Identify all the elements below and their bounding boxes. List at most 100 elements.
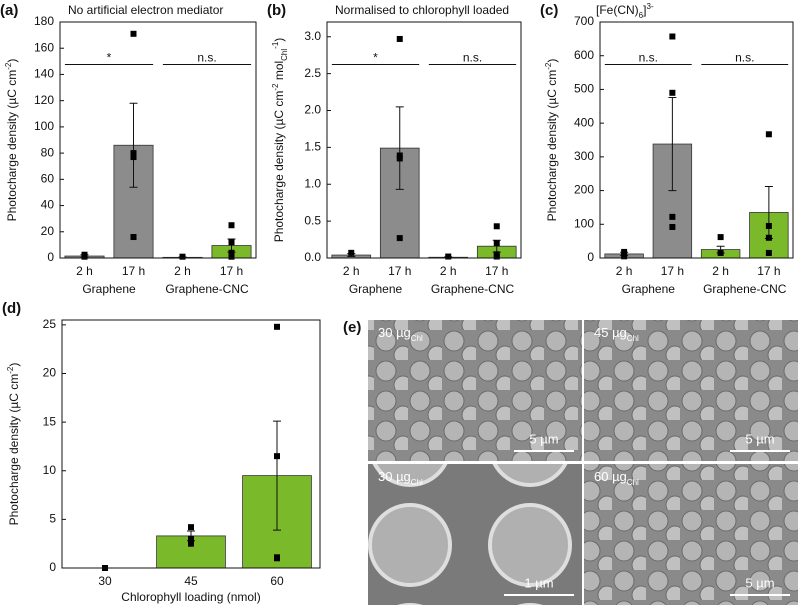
x-tick-label: 2 h xyxy=(343,264,360,278)
data-point xyxy=(493,253,500,260)
scale-bar-label: 5 µm xyxy=(745,431,774,446)
y-tick-label: 300 xyxy=(574,149,594,163)
y-axis-label-part: Photocharge density (µC cm xyxy=(272,91,286,243)
x-tick-label: 17 h xyxy=(485,264,508,278)
y-axis-label: Photocharge density (µC cm-2) xyxy=(4,59,20,222)
micrograph xyxy=(584,464,798,605)
group-label: Graphene-CNC xyxy=(431,282,515,296)
y-tick-label: 140 xyxy=(34,67,54,81)
data-point xyxy=(669,223,676,230)
micrograph-label-part: Chl xyxy=(411,478,423,487)
data-point xyxy=(396,235,403,242)
x-tick-label: 2 h xyxy=(76,264,93,278)
y-axis-label-part: -1 xyxy=(271,41,280,49)
y-tick-label: 120 xyxy=(34,93,54,107)
error-bar xyxy=(129,102,138,188)
micrograph xyxy=(368,320,582,461)
x-tick-label: 17 h xyxy=(388,264,411,278)
y-axis-label-part: Chl xyxy=(280,49,289,61)
y-tick-label: 100 xyxy=(574,216,594,230)
data-point xyxy=(396,35,403,42)
data-point xyxy=(130,30,137,37)
x-tick-label: 45 xyxy=(184,574,198,588)
chart-title-part: 3- xyxy=(646,2,653,11)
significance-label: n.s. xyxy=(197,51,216,65)
data-point xyxy=(669,89,676,96)
y-tick-label: 1.0 xyxy=(304,176,321,190)
micrograph-label-part: Chl xyxy=(627,478,639,487)
x-axis-label: Chlorophyll loading (nmol) xyxy=(121,590,260,604)
data-point xyxy=(765,234,772,241)
group-label: Graphene xyxy=(622,282,676,296)
data-point xyxy=(228,249,235,256)
group-label: Graphene-CNC xyxy=(703,282,787,296)
data-point xyxy=(179,253,186,260)
x-tick-label: 30 xyxy=(98,574,112,588)
data-point xyxy=(130,150,137,157)
y-tick-label: 80 xyxy=(41,145,55,159)
y-tick-label: 160 xyxy=(34,40,54,54)
y-tick-label: 25 xyxy=(43,317,57,331)
data-point xyxy=(765,249,772,256)
y-axis-label: Photocharge density (µC cm-2) xyxy=(544,59,560,222)
data-point xyxy=(396,155,403,162)
y-axis-label-part: -2 xyxy=(271,83,280,91)
data-point xyxy=(621,248,628,255)
axes-frame xyxy=(59,21,257,259)
scale-bar-label: 1 µm xyxy=(524,575,553,590)
y-tick-label: 100 xyxy=(34,119,54,133)
y-tick-label: 0.0 xyxy=(304,250,321,264)
y-tick-label: 200 xyxy=(574,183,594,197)
y-tick-label: 20 xyxy=(41,224,55,238)
panel-label: (e) xyxy=(343,319,361,336)
y-axis-label-part: Photocharge density (µC cm xyxy=(7,374,21,526)
x-tick-label: 2 h xyxy=(174,264,191,278)
axes-frame xyxy=(599,21,794,259)
panel-label: (d) xyxy=(2,300,21,317)
y-tick-label: 10 xyxy=(43,463,57,477)
y-tick-label: 60 xyxy=(41,172,55,186)
y-tick-label: 0 xyxy=(47,250,54,264)
y-tick-label: 400 xyxy=(574,115,594,129)
data-point xyxy=(228,253,235,260)
y-tick-label: 40 xyxy=(41,198,55,212)
chart-title-part: [Fe(CN) xyxy=(596,3,639,17)
axes-frame xyxy=(61,319,321,569)
micrograph-label-part: 60 µg xyxy=(594,469,627,484)
y-tick-label: 2.5 xyxy=(304,66,321,80)
x-tick-label: 2 h xyxy=(712,264,729,278)
y-tick-label: 0.5 xyxy=(304,213,321,227)
data-point xyxy=(81,253,88,260)
data-point xyxy=(669,213,676,220)
chart-title-part: ] xyxy=(643,3,646,17)
micrograph xyxy=(584,320,798,461)
y-tick-label: 1.5 xyxy=(304,140,321,154)
data-point xyxy=(765,222,772,229)
y-tick-label: 3.0 xyxy=(304,29,321,43)
data-point xyxy=(493,240,500,247)
data-point xyxy=(228,239,235,246)
group-label: Graphene-CNC xyxy=(165,282,249,296)
x-tick-label: 60 xyxy=(270,574,284,588)
y-axis-label-part: ) xyxy=(272,38,286,42)
data-point xyxy=(717,249,724,256)
y-axis-label-part: Photocharge density (µC cm xyxy=(5,70,19,222)
data-point xyxy=(274,555,280,562)
group-label: Graphene xyxy=(349,282,403,296)
y-tick-label: 180 xyxy=(34,14,54,28)
x-tick-label: 17 h xyxy=(757,264,780,278)
y-axis-label-part: ) xyxy=(7,363,21,367)
y-tick-label: 2.0 xyxy=(304,103,321,117)
y-axis-label-part: ) xyxy=(5,59,19,63)
y-axis-label-part: -2 xyxy=(6,366,15,374)
micrograph-label: 30 µgChl xyxy=(378,469,423,486)
significance-label: * xyxy=(107,51,112,65)
y-axis-label-part: ) xyxy=(545,59,559,63)
y-tick-label: 20 xyxy=(43,366,57,380)
x-tick-label: 17 h xyxy=(122,264,145,278)
micrograph-label-part: 30 µg xyxy=(378,469,411,484)
scale-bar-label: 5 µm xyxy=(745,575,774,590)
data-point xyxy=(348,249,355,256)
